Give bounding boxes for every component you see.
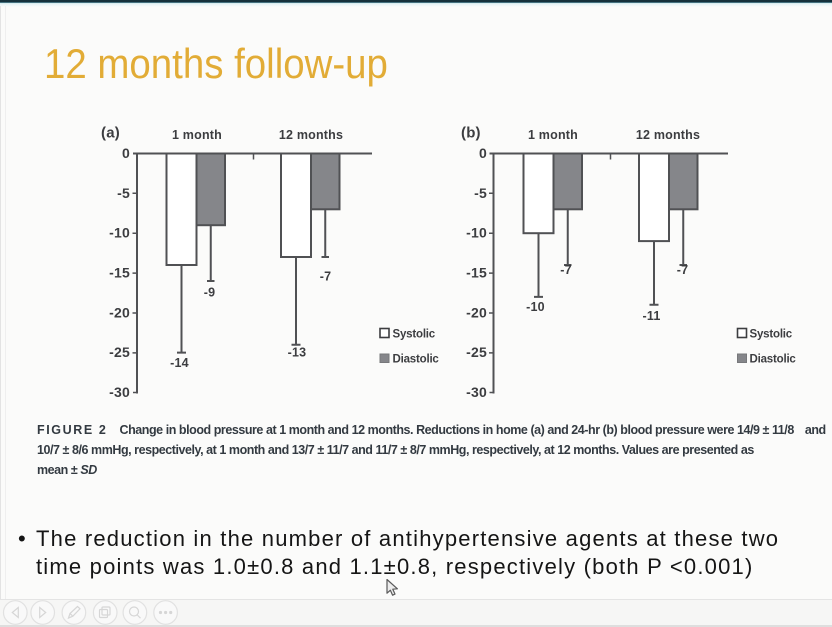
svg-text:-15: -15 [109,265,130,281]
svg-text:1 month: 1 month [528,128,578,142]
svg-text:-20: -20 [466,304,487,320]
svg-text:0: 0 [122,145,130,161]
svg-text:-20: -20 [109,304,130,320]
svg-text:-14: -14 [170,356,189,370]
svg-text:-5: -5 [117,185,130,201]
svg-text:-10: -10 [466,225,487,241]
svg-text:-30: -30 [109,384,130,400]
svg-text:-11: -11 [643,309,661,323]
svg-text:(b): (b) [461,125,481,142]
svg-text:Diastolic: Diastolic [750,354,797,366]
svg-text:1 month: 1 month [172,128,222,142]
svg-text:0: 0 [479,145,487,161]
svg-text:-5: -5 [474,185,487,201]
svg-text:-25: -25 [109,344,130,360]
svg-text:-7: -7 [320,270,332,284]
svg-text:Systolic: Systolic [750,329,793,341]
svg-text:-9: -9 [204,286,216,300]
svg-text:-7: -7 [560,263,572,277]
svg-text:-25: -25 [466,344,487,360]
svg-text:(a): (a) [101,125,120,142]
svg-text:-10: -10 [109,225,130,241]
svg-text:-13: -13 [288,346,307,360]
svg-text:-30: -30 [466,384,487,400]
svg-text:12 months: 12 months [279,128,343,142]
svg-text:Systolic: Systolic [393,329,436,341]
svg-text:12 months: 12 months [636,128,700,142]
svg-text:-7: -7 [677,263,689,277]
svg-text:-10: -10 [526,300,545,314]
svg-text:Diastolic: Diastolic [393,354,440,366]
svg-text:-15: -15 [466,265,487,281]
